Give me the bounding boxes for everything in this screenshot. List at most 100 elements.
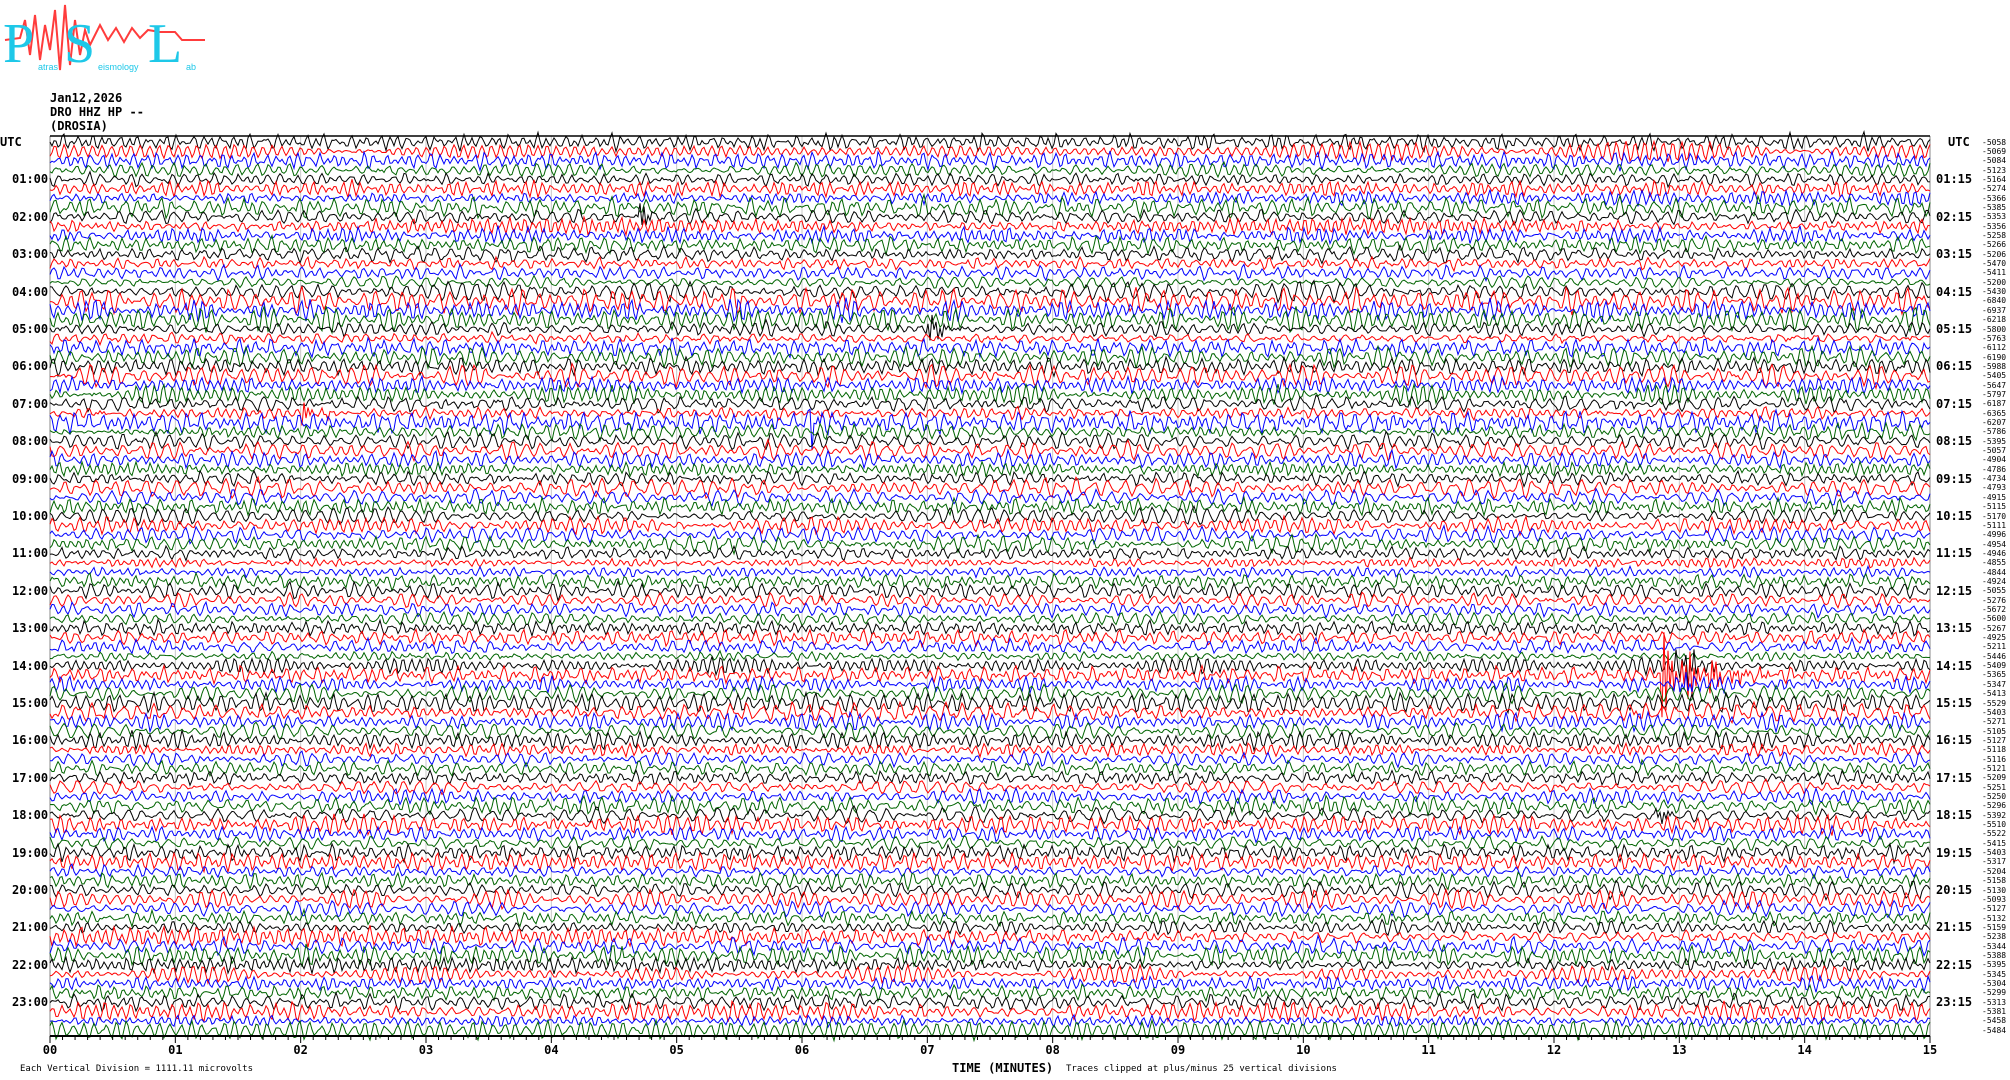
hour-label-right: 06:15 bbox=[1936, 359, 1973, 374]
trace-line bbox=[49, 999, 1931, 1024]
line-offset-value: -4915 bbox=[1982, 492, 2007, 502]
line-offset-value: -5304 bbox=[1982, 979, 2007, 988]
trace-line bbox=[49, 285, 1931, 317]
line-offset-value: -5276 bbox=[1982, 595, 2007, 605]
line-offset-value: -5211 bbox=[1982, 642, 2007, 652]
line-offset-value: -4786 bbox=[1982, 464, 2007, 474]
trace-line bbox=[49, 632, 1931, 718]
line-offset-value: -5365 bbox=[1982, 670, 2007, 680]
hour-label-right: 12:15 bbox=[1936, 583, 1973, 598]
line-offset-value: -5317 bbox=[1982, 857, 2007, 867]
line-offset-value: -5313 bbox=[1982, 997, 2007, 1007]
trace-line bbox=[49, 841, 1931, 865]
trace-line bbox=[49, 459, 1931, 478]
hour-label-right: 23:15 bbox=[1936, 995, 1973, 1010]
trace-line bbox=[49, 862, 1931, 880]
x-tick-label: 06 bbox=[794, 1043, 810, 1057]
x-axis-title: TIME (MINUTES) bbox=[952, 1061, 1054, 1075]
line-offset-value: -5510 bbox=[1982, 820, 2007, 830]
trace-line bbox=[49, 786, 1931, 806]
hour-label-left: 16:00 bbox=[12, 733, 49, 748]
line-offset-value: -5057 bbox=[1982, 446, 2007, 456]
line-offset-value: -5111 bbox=[1982, 520, 2007, 530]
line-offset-value: -5299 bbox=[1982, 988, 2007, 998]
hour-label-left: 02:00 bbox=[12, 209, 49, 224]
line-offset-value: -6937 bbox=[1982, 305, 2007, 315]
hour-label-right: 15:15 bbox=[1936, 696, 1973, 710]
line-offset-value: -4946 bbox=[1982, 548, 2007, 558]
hour-label-left: 07:00 bbox=[12, 396, 49, 411]
x-tick-label: 02 bbox=[293, 1043, 308, 1057]
date-label: Jan12,2026 bbox=[50, 91, 123, 105]
line-offset-value: -5484 bbox=[1982, 1025, 2007, 1035]
hour-label-left: 21:00 bbox=[12, 920, 49, 935]
hour-label-right: 08:15 bbox=[1936, 434, 1973, 449]
hour-label-left: 14:00 bbox=[12, 658, 49, 673]
x-tick-label: 08 bbox=[1045, 1043, 1060, 1057]
trace-line bbox=[49, 297, 1931, 323]
hour-label-left: 13:00 bbox=[12, 621, 49, 636]
trace-line bbox=[49, 580, 1931, 603]
line-offset-value: -5415 bbox=[1982, 838, 2007, 848]
trace-line bbox=[49, 564, 1931, 579]
x-tick-label: 07 bbox=[920, 1043, 935, 1057]
hour-label-right: 07:15 bbox=[1936, 396, 1973, 411]
trace-line bbox=[49, 600, 1931, 620]
x-tick-label: 12 bbox=[1546, 1043, 1562, 1057]
hour-label-left: 19:00 bbox=[12, 845, 49, 860]
line-offset-value: -6365 bbox=[1982, 408, 2007, 418]
hour-label-right: 14:15 bbox=[1936, 658, 1973, 673]
line-offset-value: -5800 bbox=[1982, 324, 2007, 334]
line-offset-value: -5600 bbox=[1982, 614, 2007, 624]
hour-label-right: 13:15 bbox=[1936, 621, 1973, 636]
line-offset-value: -5069 bbox=[1982, 146, 2007, 156]
trace-line bbox=[49, 591, 1931, 610]
hour-label-right: 11:15 bbox=[1936, 546, 1973, 561]
line-offset-value: -5470 bbox=[1982, 259, 2007, 269]
line-offset-value: -5132 bbox=[1982, 913, 2007, 923]
hour-label-right: 17:15 bbox=[1936, 770, 1973, 785]
line-offset-value: -5395 bbox=[1982, 436, 2007, 446]
line-offset-value: -5529 bbox=[1982, 698, 2007, 708]
right-utc-title: UTC bbox=[1948, 135, 1970, 149]
trace-line bbox=[49, 355, 1931, 378]
trace-line bbox=[49, 544, 1931, 563]
trace-line bbox=[49, 279, 1931, 304]
line-offset-value: -5121 bbox=[1982, 763, 2007, 773]
line-offset-value: -5130 bbox=[1982, 885, 2007, 895]
hour-label-right: 20:15 bbox=[1936, 883, 1973, 897]
line-offset-value: -6218 bbox=[1982, 315, 2007, 325]
trace-line bbox=[49, 1018, 1931, 1043]
line-offset-value: -5522 bbox=[1982, 829, 2007, 839]
trace-line bbox=[49, 437, 1931, 463]
trace-line bbox=[49, 973, 1931, 994]
line-offset-value: -5271 bbox=[1982, 717, 2007, 727]
trace-line bbox=[49, 963, 1931, 986]
trace-line bbox=[49, 330, 1931, 347]
trace-line bbox=[49, 495, 1931, 518]
hour-label-right: 19:15 bbox=[1936, 845, 1973, 860]
line-offset-value: -5395 bbox=[1982, 960, 2007, 970]
station-label: (DROSIA) bbox=[50, 119, 108, 133]
trace-line bbox=[49, 749, 1931, 769]
trace-line bbox=[49, 255, 1931, 273]
line-offset-value: -5385 bbox=[1982, 202, 2007, 212]
trace-line bbox=[49, 192, 1931, 221]
line-offset-value: -5170 bbox=[1982, 511, 2007, 521]
line-offset-value: -5123 bbox=[1982, 165, 2007, 175]
hour-label-left: 01:00 bbox=[12, 172, 49, 187]
trace-line bbox=[49, 571, 1931, 593]
hour-label-left: 03:00 bbox=[12, 247, 49, 262]
line-offset-value: -5274 bbox=[1982, 184, 2007, 194]
line-offset-value: -5446 bbox=[1982, 651, 2007, 661]
trace-line bbox=[49, 244, 1931, 265]
line-offset-value: -5356 bbox=[1982, 221, 2007, 231]
trace-line bbox=[49, 943, 1931, 968]
trace-line bbox=[49, 812, 1931, 837]
trace-line bbox=[49, 672, 1931, 695]
line-offset-value: -5204 bbox=[1982, 866, 2007, 876]
line-offset-value: -5988 bbox=[1982, 361, 2007, 371]
line-offset-value: -4954 bbox=[1982, 539, 2007, 549]
hour-label-right: 10:15 bbox=[1936, 509, 1973, 523]
hour-label-right: 18:15 bbox=[1936, 808, 1973, 823]
